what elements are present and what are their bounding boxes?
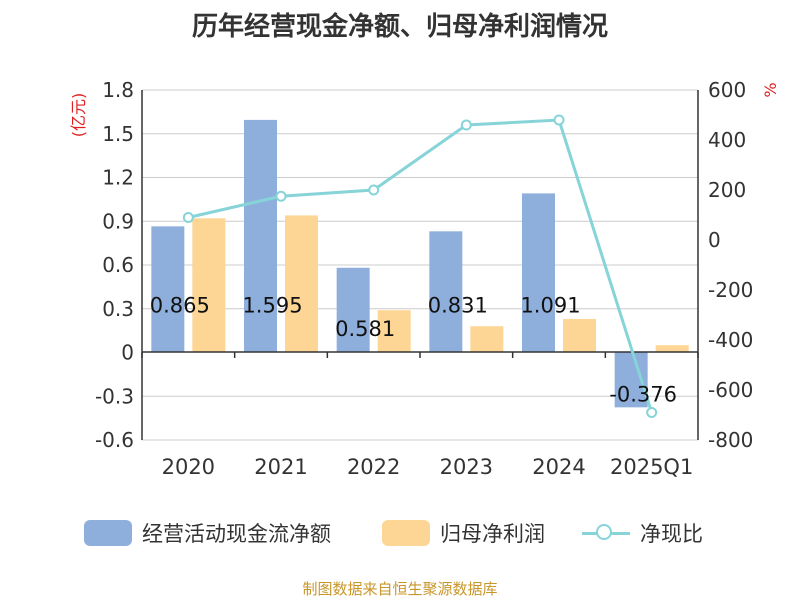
x-tick-label: 2021 [254,455,307,479]
x-tick-label: 2020 [162,455,215,479]
ratio-line [182,114,658,418]
legend-label-cashflow: 经营活动现金流净额 [142,522,331,546]
ratio-point [646,407,658,418]
left-tick-label: 0.6 [102,253,134,277]
bar-cashflow [151,226,185,353]
bar-profit [377,310,411,353]
data-label-cashflow: -0.376 [609,382,677,406]
ratio-point [460,119,472,131]
left-tick-label: -0.3 [95,384,134,408]
right-tick-label: 0 [708,228,721,252]
bar-cashflow [336,267,370,353]
right-tick-label: 200 [708,178,746,202]
ratio-line-path [187,118,654,413]
bars [151,119,689,408]
left-tick-label: 1.8 [102,78,134,102]
data-label-cashflow: 0.865 [150,294,210,318]
left-axis-unit: (亿元) [69,93,88,138]
ratio-point [275,190,287,202]
data-label-cashflow: 1.595 [242,294,302,318]
left-tick-label: 0.9 [102,209,134,233]
grid-lines [142,89,698,441]
bar-cashflow [429,231,463,353]
bar-cashflow [522,193,555,353]
right-tick-label: 400 [708,128,746,152]
legend-item-profit[interactable]: 归母净利润 [382,518,545,548]
bar-profit [655,345,689,353]
bar-cashflow [244,119,277,353]
legend-swatch-ratio [582,520,630,546]
ratio-point [182,212,194,223]
right-tick-label: -600 [708,378,753,402]
x-tick-label: 2023 [440,455,493,479]
left-tick-label: 1.2 [102,166,134,190]
right-tick-label: 600 [708,78,746,102]
right-tick-label: -200 [708,278,753,302]
x-tick-label: 2022 [347,455,400,479]
x-tick-label: 2024 [532,455,585,479]
chart-title: 历年经营现金净额、归母净利润情况 [191,12,608,42]
legend: 经营活动现金流净额 归母净利润 净现比 [0,518,800,552]
axes: -0.6 -0.3 0 0.3 0.6 0.9 1.2 1.5 1.8 -800 -600 -400 -… [69,78,780,479]
legend-label-profit: 归母净利润 [440,522,545,546]
right-tick-label: -400 [708,328,753,352]
data-labels: 0.865 1.595 0.581 0.831 1.091 -0.376 [150,294,677,407]
data-label-cashflow: 1.091 [520,294,580,318]
data-source-note: 制图数据来自恒生聚源数据库 [302,580,498,598]
left-tick-label: 0.3 [102,297,134,321]
right-tick-label: -800 [708,428,753,452]
left-tick-label: 1.5 [102,122,134,146]
right-axis-unit: % [761,82,780,97]
data-label-cashflow: 0.831 [428,294,488,318]
chart-plot: -0.6 -0.3 0 0.3 0.6 0.9 1.2 1.5 1.8 -800 -600 -400 -… [69,78,780,479]
x-tick-label: 2025Q1 [610,455,693,479]
bar-profit [285,215,318,353]
legend-swatch-profit [382,520,430,546]
legend-item-cashflow[interactable]: 经营活动现金流净额 [84,518,331,548]
ratio-point [368,184,380,196]
legend-label-ratio: 净现比 [640,522,703,546]
left-tick-label: -0.6 [95,428,134,452]
data-label-cashflow: 0.581 [335,317,395,341]
left-tick-label: 0 [121,341,134,365]
bar-profit [192,218,226,353]
legend-item-ratio[interactable]: 净现比 [582,518,703,548]
ratio-point [553,114,565,126]
legend-swatch-cashflow [84,520,132,546]
bar-profit [470,326,504,353]
bar-profit [563,318,596,353]
